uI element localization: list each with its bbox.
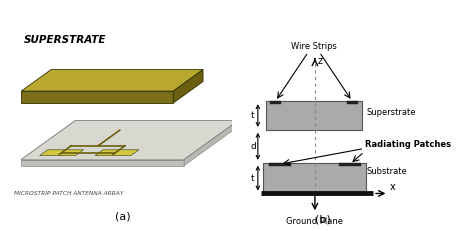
Polygon shape: [21, 120, 238, 159]
Polygon shape: [184, 120, 238, 166]
Bar: [265, 101, 362, 130]
Text: (b): (b): [315, 215, 330, 225]
Text: t: t: [251, 174, 255, 182]
Bar: [339, 163, 361, 166]
Bar: [269, 163, 291, 166]
Text: x: x: [390, 182, 395, 192]
Text: t: t: [251, 111, 255, 120]
Polygon shape: [40, 150, 83, 156]
Polygon shape: [173, 70, 203, 103]
Polygon shape: [21, 70, 203, 91]
Text: (a): (a): [116, 212, 131, 222]
Text: Superstrate: Superstrate: [366, 108, 416, 117]
Text: Wire Strips: Wire Strips: [291, 42, 337, 51]
Text: z: z: [318, 56, 322, 66]
Text: MICROSTRIP PATCH ANTENNA ARRAY: MICROSTRIP PATCH ANTENNA ARRAY: [14, 191, 124, 196]
Text: Ground Plane: Ground Plane: [286, 216, 343, 225]
Bar: [270, 101, 281, 104]
Text: d: d: [250, 142, 256, 151]
Text: Substrate: Substrate: [366, 167, 407, 176]
Bar: [264, 163, 366, 194]
Polygon shape: [21, 159, 184, 166]
Polygon shape: [21, 91, 173, 103]
Text: SUPERSTRATE: SUPERSTRATE: [23, 35, 106, 45]
Text: Radiating Patches: Radiating Patches: [365, 140, 451, 149]
Bar: [346, 101, 358, 104]
Polygon shape: [95, 150, 139, 156]
